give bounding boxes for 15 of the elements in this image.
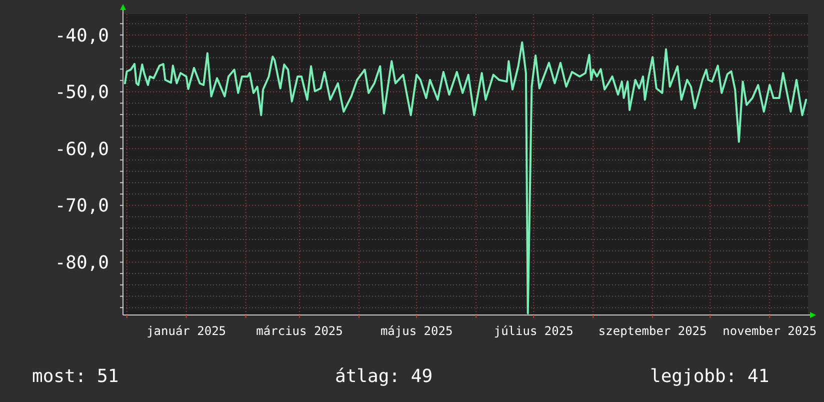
x-tick-label: november 2025 (722, 324, 817, 338)
x-tick-label: március 2025 (256, 324, 343, 338)
x-tick-label: szeptember 2025 (598, 324, 707, 338)
line-series (124, 41, 808, 314)
y-tick-label: -50,0 (54, 82, 109, 104)
y-tick-label: -80,0 (54, 252, 109, 274)
x-tick-label: május 2025 (380, 324, 453, 338)
x-tick-label: január 2025 (146, 324, 226, 338)
text: legjobb: 41 (650, 366, 770, 387)
x-tick-label: július 2025 (494, 324, 574, 338)
y-tick-label: -60,0 (54, 138, 109, 160)
y-tick-label: -40,0 (54, 25, 109, 46)
text: átlag: 49 (335, 366, 433, 387)
text: most: 51 (32, 366, 119, 387)
y-tick-label: -70,0 (54, 196, 109, 217)
